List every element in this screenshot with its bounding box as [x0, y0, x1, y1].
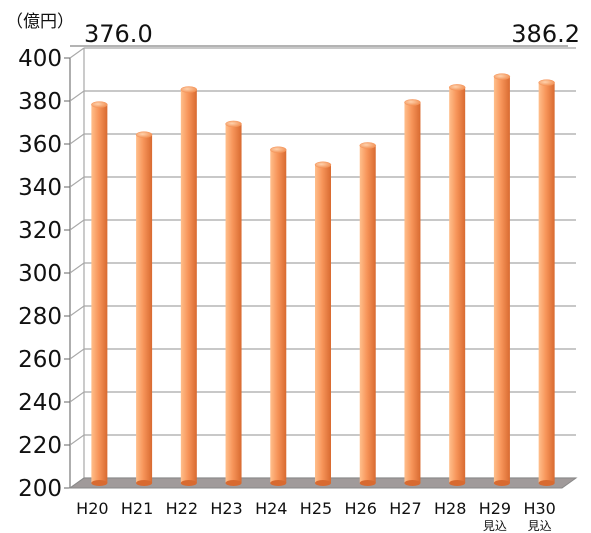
gridline-diagonal	[69, 219, 85, 231]
bar-body	[449, 87, 466, 484]
bar-body	[270, 149, 287, 483]
x-tick-label: H22	[166, 499, 198, 518]
gridline-diagonal	[69, 90, 85, 102]
x-tick-label: H30	[523, 499, 555, 518]
gridline-diagonal	[69, 176, 85, 188]
bar-base	[538, 480, 555, 486]
bar-body	[493, 76, 510, 484]
unit-label: （億円）	[6, 12, 74, 32]
x-tick-sublabel: 見込	[528, 519, 552, 533]
bar-body	[136, 134, 153, 483]
bar-base	[315, 480, 331, 486]
bar-cap	[448, 84, 466, 91]
annotation-label: 386.2	[511, 20, 580, 48]
bar-base	[225, 480, 242, 486]
y-tick-label: 360	[18, 132, 62, 158]
bar	[135, 131, 153, 486]
bar-cap	[270, 146, 287, 153]
gridline-diagonal	[69, 348, 85, 360]
annotation-label: 376.0	[84, 20, 153, 48]
x-tick-label: H24	[255, 499, 287, 518]
bar	[270, 146, 287, 486]
bar-body	[359, 145, 376, 483]
bar-body	[225, 123, 242, 483]
y-tick-label: 320	[18, 218, 62, 244]
y-tick-label: 340	[18, 175, 62, 201]
bar	[359, 142, 376, 486]
bar-body	[404, 102, 421, 483]
y-tick-label: 280	[18, 304, 62, 330]
gridline-diagonal	[69, 133, 85, 145]
bar-cap	[180, 86, 198, 93]
bar	[448, 84, 466, 486]
bar-base	[136, 480, 153, 486]
x-tick-label: H23	[210, 499, 242, 518]
bar-base	[180, 480, 197, 486]
bar	[91, 101, 108, 486]
bar-body	[538, 82, 555, 484]
x-tick-label: H21	[121, 499, 153, 518]
bar	[404, 99, 421, 486]
y-tick-label: 220	[18, 433, 62, 459]
y-tick-label: 240	[18, 390, 62, 416]
bar	[493, 73, 511, 486]
y-tick-label: 380	[18, 89, 62, 115]
bar-cap	[225, 120, 242, 128]
y-tick-label: 200	[18, 476, 62, 502]
bar	[225, 120, 242, 486]
bar-body	[91, 104, 108, 483]
bar	[314, 161, 332, 486]
bar-cap	[359, 142, 376, 149]
bar-base	[91, 480, 108, 486]
bar-cap	[135, 131, 153, 138]
bar-cap	[493, 73, 511, 80]
x-tick-label: H28	[434, 499, 466, 518]
gridline-diagonal	[69, 47, 85, 59]
bar	[538, 79, 555, 486]
bar-cap	[91, 101, 108, 108]
x-tick-label: H20	[76, 499, 108, 518]
gridline-diagonal	[69, 434, 85, 446]
bar-base	[449, 480, 466, 486]
bar-base	[493, 480, 510, 486]
bar-cap	[314, 161, 332, 169]
x-tick-label: H25	[300, 499, 332, 518]
y-tick-label: 300	[18, 261, 62, 287]
gridline-diagonal	[69, 305, 85, 317]
y-tick-label: 260	[18, 347, 62, 373]
bar-base	[404, 480, 421, 486]
x-tick-label: H26	[345, 499, 377, 518]
x-tick-label: H29	[479, 499, 511, 518]
bar-base	[359, 480, 376, 486]
y-tick-label: 400	[18, 46, 62, 72]
x-tick-label: H27	[389, 499, 421, 518]
bar-base	[270, 480, 287, 486]
bar-cap	[404, 99, 421, 106]
x-tick-sublabel: 見込	[483, 519, 507, 533]
gridline-diagonal	[69, 262, 85, 274]
bar	[180, 86, 198, 486]
gridline-diagonal	[69, 391, 85, 403]
bar-body	[315, 164, 331, 484]
bar-cap	[538, 79, 555, 86]
bar-body	[180, 89, 197, 484]
